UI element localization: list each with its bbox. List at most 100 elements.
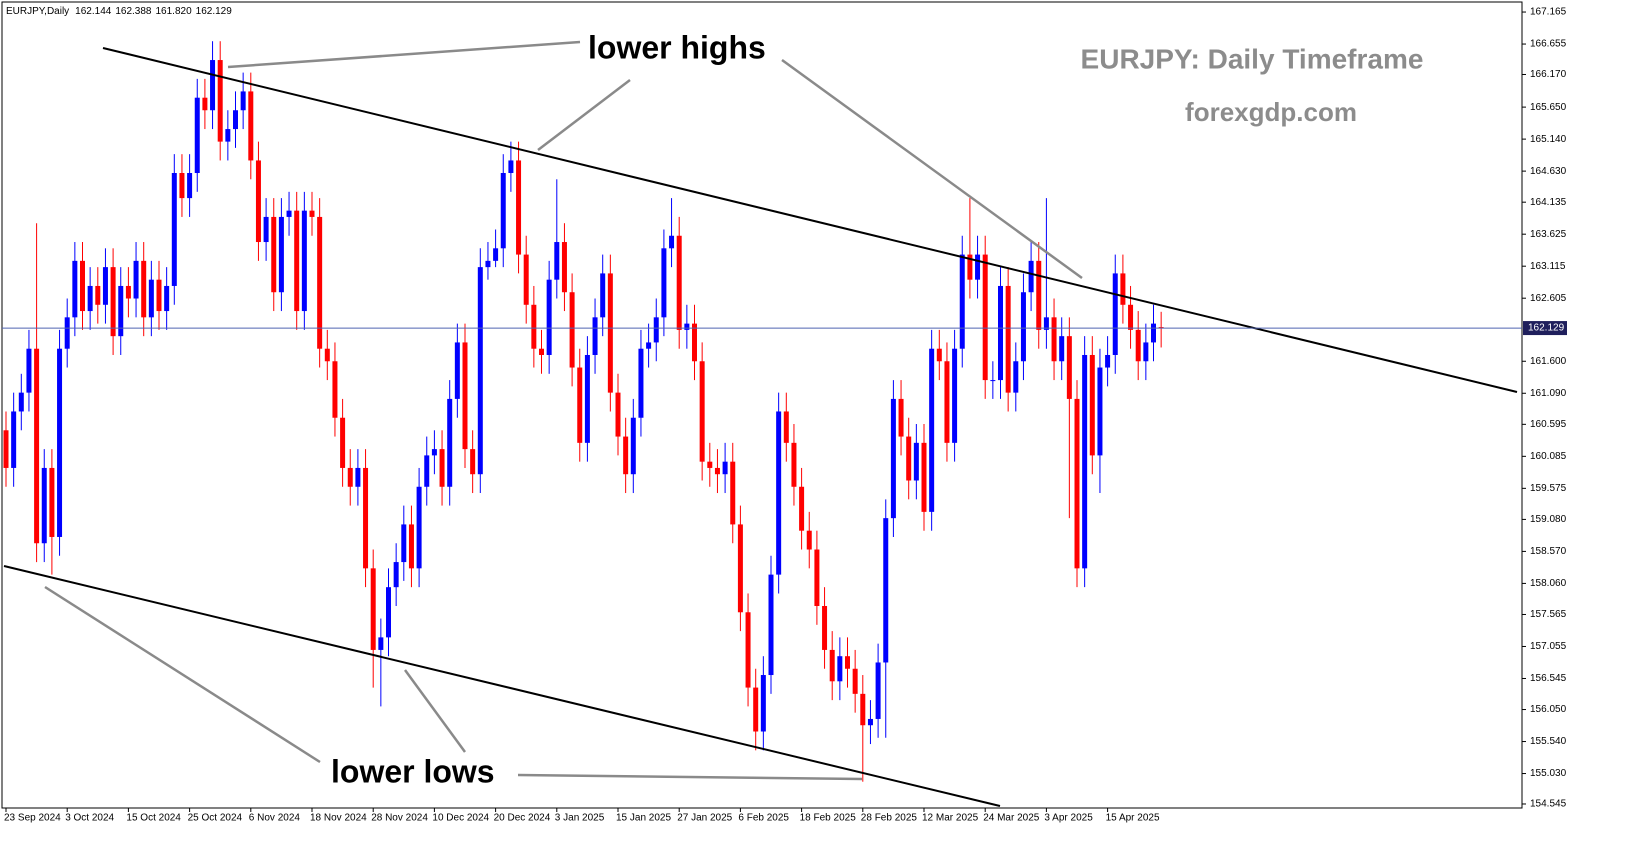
header-open: 162.144: [75, 6, 112, 17]
candle-body: [18, 392, 24, 412]
x-tick-label: 6 Feb 2025: [738, 813, 789, 824]
upper-trend-line: [102, 47, 1518, 393]
candle-body: [929, 348, 935, 512]
candle-body: [867, 718, 873, 726]
candle-body: [1036, 260, 1042, 330]
candle-body: [500, 173, 506, 249]
candle-body: [309, 210, 315, 217]
candle-body: [263, 216, 269, 243]
candle-body: [1043, 317, 1049, 330]
candle-body: [1120, 273, 1126, 305]
candle-body: [72, 260, 78, 318]
candle-body: [148, 279, 154, 318]
candle-body: [462, 342, 468, 450]
candle-body: [990, 380, 996, 382]
candle-body: [49, 467, 55, 537]
candle-body: [233, 110, 238, 130]
y-tick-label: 159.080: [1530, 514, 1567, 525]
candle-body: [408, 524, 414, 569]
candle-body: [760, 675, 766, 732]
candle-body: [378, 637, 384, 650]
x-tick-label: 18 Nov 2024: [310, 813, 367, 824]
candle-body: [852, 668, 858, 694]
y-tick-label: 164.135: [1530, 197, 1567, 208]
candle-body: [952, 348, 958, 443]
candle-body: [921, 442, 927, 512]
annotation: lower lows: [331, 753, 495, 789]
candle-body: [630, 417, 636, 475]
candle-body: [913, 442, 919, 481]
candle-body: [217, 60, 223, 142]
candle-body: [539, 348, 544, 355]
candle-body: [883, 518, 889, 663]
y-tick-label: 155.030: [1530, 768, 1567, 779]
candle-body: [676, 235, 682, 330]
candle-body: [447, 398, 453, 487]
candle-body: [944, 361, 950, 443]
y-tick-label: 157.565: [1530, 609, 1567, 620]
candle-body: [386, 587, 391, 638]
candle-body: [171, 173, 177, 286]
candle-body: [554, 242, 560, 280]
candle-body: [41, 467, 47, 544]
candle-body: [370, 568, 376, 650]
candle-body: [860, 693, 866, 726]
candle-body: [439, 449, 445, 487]
x-tick-label: 3 Apr 2025: [1044, 813, 1093, 824]
candle-body: [34, 348, 40, 544]
candle-body: [355, 467, 361, 487]
x-tick-label: 15 Jan 2025: [616, 813, 671, 824]
candle-body: [470, 449, 476, 475]
candle-body: [1135, 329, 1141, 362]
candle-body: [164, 285, 170, 312]
x-tick-label: 20 Dec 2024: [494, 813, 551, 824]
x-tick-label: 3 Oct 2024: [65, 813, 114, 824]
candle-body: [454, 342, 460, 399]
candle-body: [906, 436, 912, 481]
candle-body: [278, 216, 284, 293]
header: EURJPY,Daily 162.144 162.388 161.820 162.129: [6, 6, 232, 17]
candle-body: [508, 160, 514, 174]
candle-body: [531, 304, 537, 349]
candle-body: [401, 524, 407, 563]
candle-body: [890, 398, 896, 519]
x-tick-label: 28 Nov 2024: [371, 813, 428, 824]
pointer-line: [781, 58, 1083, 280]
candle-body: [1005, 285, 1011, 393]
candle-body: [393, 562, 399, 588]
candle-body: [477, 267, 483, 475]
candle-body: [623, 436, 629, 475]
pointer-line: [517, 773, 863, 781]
candle-body: [546, 279, 552, 355]
candle-body: [431, 449, 437, 456]
y-tick-label: 161.600: [1530, 356, 1567, 367]
candle-body: [340, 417, 346, 468]
y-tick-label: 156.050: [1530, 704, 1567, 715]
x-tick-label: 6 Nov 2024: [249, 813, 301, 824]
candle-body: [936, 348, 942, 362]
candle-body: [699, 361, 705, 462]
candle-body: [317, 216, 323, 349]
trend-lines: [3, 40, 1518, 807]
candle-body: [523, 254, 529, 305]
candle-body: [799, 486, 805, 531]
candle-body: [424, 455, 430, 487]
y-tick-label: 165.140: [1530, 134, 1567, 145]
x-tick-label: 15 Oct 2024: [126, 813, 181, 824]
candle-body: [179, 173, 185, 199]
x-tick-label: 10 Dec 2024: [432, 813, 489, 824]
candle-body: [125, 285, 131, 299]
candle-body: [516, 160, 522, 255]
candle-body: [57, 348, 63, 537]
candle-body: [301, 210, 307, 312]
candle-body: [875, 662, 881, 719]
candle-body: [845, 656, 850, 669]
candle-body: [1112, 273, 1118, 355]
candle-body: [1066, 336, 1072, 399]
candle-body: [661, 248, 667, 318]
candle-body: [684, 323, 690, 330]
candle-body: [133, 260, 139, 299]
y-tick-label: 162.605: [1530, 293, 1567, 304]
candle-body: [1013, 361, 1019, 393]
